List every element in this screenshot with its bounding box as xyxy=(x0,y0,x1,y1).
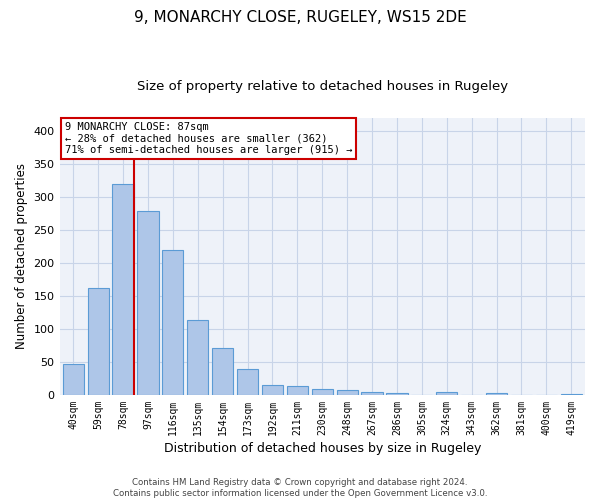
Bar xyxy=(187,320,208,395)
Bar xyxy=(436,392,457,395)
Bar xyxy=(361,392,383,395)
Bar xyxy=(561,394,582,395)
Y-axis label: Number of detached properties: Number of detached properties xyxy=(15,164,28,350)
Bar xyxy=(112,184,134,395)
Bar xyxy=(287,386,308,395)
Bar xyxy=(137,212,158,395)
Bar xyxy=(162,250,184,395)
Bar xyxy=(337,390,358,395)
Text: Contains HM Land Registry data © Crown copyright and database right 2024.
Contai: Contains HM Land Registry data © Crown c… xyxy=(113,478,487,498)
Text: 9 MONARCHY CLOSE: 87sqm
← 28% of detached houses are smaller (362)
71% of semi-d: 9 MONARCHY CLOSE: 87sqm ← 28% of detache… xyxy=(65,122,352,155)
Bar xyxy=(262,385,283,395)
Bar xyxy=(88,288,109,395)
Bar xyxy=(386,393,407,395)
Text: 9, MONARCHY CLOSE, RUGELEY, WS15 2DE: 9, MONARCHY CLOSE, RUGELEY, WS15 2DE xyxy=(134,10,466,25)
Bar xyxy=(62,364,84,395)
Bar xyxy=(212,348,233,395)
X-axis label: Distribution of detached houses by size in Rugeley: Distribution of detached houses by size … xyxy=(164,442,481,455)
Bar xyxy=(311,389,333,395)
Bar xyxy=(237,368,258,395)
Bar xyxy=(486,393,507,395)
Title: Size of property relative to detached houses in Rugeley: Size of property relative to detached ho… xyxy=(137,80,508,93)
